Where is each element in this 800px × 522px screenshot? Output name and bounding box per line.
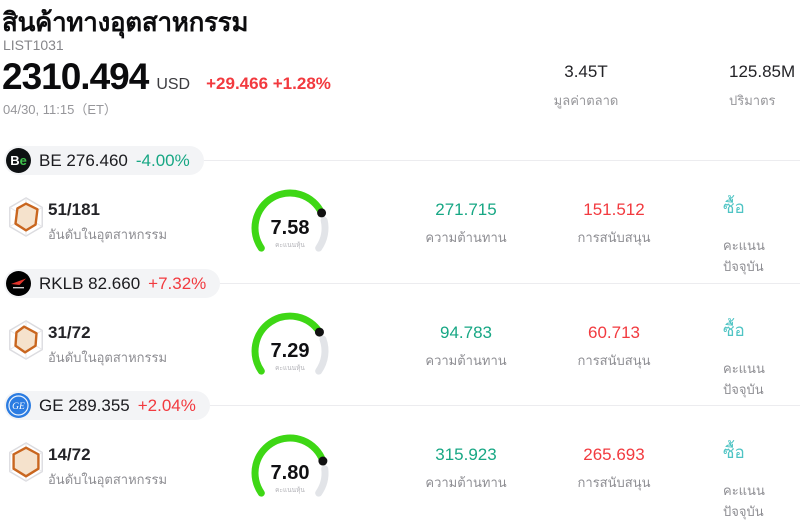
support-value: 265.693 — [583, 445, 645, 464]
price-line: 2310.494 USD +29.466 +1.28% — [2, 56, 331, 98]
stock-pill-ge[interactable]: GE GE 289.355 +2.04% — [4, 391, 210, 420]
industry-rank-block: 51/181 อันดับในอุตสาหกรรม — [48, 200, 167, 245]
svg-text:7.58: 7.58 — [271, 217, 310, 239]
stock-pill-rklb[interactable]: RKLB 82.660 +7.32% — [4, 269, 221, 298]
quote-timestamp: 04/30, 11:15（ET） — [3, 102, 117, 117]
score-gauge: 7.80 คะแนนหุ้น — [245, 431, 335, 515]
stock-change: -4.00% — [135, 150, 190, 170]
market-cap-label: มูลค่าตลาด — [553, 93, 619, 108]
industry-radar-icon — [5, 319, 47, 361]
svg-text:คะแนนหุ้น: คะแนนหุ้น — [275, 241, 305, 249]
ticker-and-price: RKLB 82.660 — [39, 273, 141, 293]
market-cap-stat: 3.45T มูลค่าตลาด — [536, 62, 636, 111]
index-change: +29.466 +1.28% — [206, 74, 331, 93]
current-rating-label: คะแนนปัจจุบัน — [723, 238, 765, 274]
support-block: 151.512 การสนับสนุน — [548, 200, 680, 248]
support-value: 60.713 — [588, 323, 640, 342]
svg-text:7.80: 7.80 — [271, 462, 310, 484]
row-divider — [203, 160, 800, 161]
buy-signal[interactable]: ซื้อ — [723, 198, 745, 217]
industry-rank-value: 51/181 — [48, 200, 100, 219]
score-gauge: 7.58 คะแนนหุ้น — [245, 186, 335, 270]
industry-rank-label: อันดับในอุตสาหกรรม — [48, 472, 168, 487]
volume-stat: 125.85M ปริมาตร — [729, 62, 800, 111]
svg-text:GE: GE — [12, 402, 25, 412]
support-value: 151.512 — [583, 200, 645, 219]
list-code: LIST1031 — [3, 37, 64, 53]
resistance-value: 94.783 — [440, 323, 492, 342]
industry-rank-block: 31/72 อันดับในอุตสาหกรรม — [48, 323, 167, 368]
industry-radar-icon — [5, 441, 47, 483]
resistance-block: 271.715 ความต้านทาน — [400, 200, 532, 248]
stock-row: RKLB 82.660 +7.32% 31/72 อันดับในอุตสาหก… — [0, 269, 800, 397]
row-divider — [220, 283, 800, 284]
index-price: 2310.494 — [2, 56, 149, 97]
current-rating-label: คะแนนปัจจุบัน — [723, 361, 765, 397]
industry-rank-block: 14/72 อันดับในอุตสาหกรรม — [48, 445, 167, 490]
ge-logo: GE — [6, 393, 31, 418]
svg-text:7.29: 7.29 — [271, 340, 310, 362]
support-block: 60.713 การสนับสนุน — [548, 323, 680, 371]
industry-rank-label: อันดับในอุตสาหกรรม — [48, 227, 168, 242]
buy-signal[interactable]: ซื้อ — [723, 321, 745, 340]
ticker-and-price: GE 289.355 — [39, 395, 130, 415]
resistance-label: ความต้านทาน — [425, 230, 507, 245]
industry-rank-value: 31/72 — [48, 323, 91, 342]
market-cap-value: 3.45T — [564, 62, 608, 81]
volume-value: 125.85M — [729, 62, 796, 81]
industry-rank-label: อันดับในอุตสาหกรรม — [48, 350, 168, 365]
rating-block: ซื้อ คะแนนปัจจุบัน — [723, 194, 800, 277]
row-divider — [209, 405, 800, 406]
ticker-and-price: BE 276.460 — [39, 150, 128, 170]
stock-change: +7.32% — [148, 273, 207, 293]
page-title: สินค้าทางอุตสาหกรรม — [2, 7, 249, 37]
svg-text:คะแนนหุ้น: คะแนนหุ้น — [275, 364, 305, 372]
resistance-label: ความต้านทาน — [425, 475, 507, 490]
stock-change: +2.04% — [137, 395, 196, 415]
stock-header-bar: GE GE 289.355 +2.04% — [4, 391, 800, 420]
support-label: การสนับสนุน — [577, 230, 651, 245]
resistance-value: 315.923 — [435, 445, 497, 464]
score-gauge: 7.29 คะแนนหุ้น — [245, 309, 335, 393]
svg-text:คะแนนหุ้น: คะแนนหุ้น — [275, 486, 305, 494]
currency-label: USD — [156, 76, 191, 93]
support-block: 265.693 การสนับสนุน — [548, 445, 680, 493]
industry-rank-value: 14/72 — [48, 445, 91, 464]
resistance-label: ความต้านทาน — [425, 353, 507, 368]
resistance-value: 271.715 — [435, 200, 497, 219]
stock-row: GE GE 289.355 +2.04% 14/72 อันดับในอุตสา… — [0, 391, 800, 519]
buy-signal[interactable]: ซื้อ — [723, 443, 745, 462]
industry-radar-icon — [5, 196, 47, 238]
rating-block: ซื้อ คะแนนปัจจุบัน — [723, 317, 800, 400]
current-rating-label: คะแนนปัจจุบัน — [723, 483, 765, 519]
resistance-block: 94.783 ความต้านทาน — [400, 323, 532, 371]
volume-label: ปริมาตร — [729, 93, 776, 108]
support-label: การสนับสนุน — [577, 475, 651, 490]
support-label: การสนับสนุน — [577, 353, 651, 368]
stock-header-bar: RKLB 82.660 +7.32% — [4, 269, 800, 298]
rating-block: ซื้อ คะแนนปัจจุบัน — [723, 439, 800, 522]
rklb-logo — [6, 271, 31, 296]
resistance-block: 315.923 ความต้านทาน — [400, 445, 532, 493]
